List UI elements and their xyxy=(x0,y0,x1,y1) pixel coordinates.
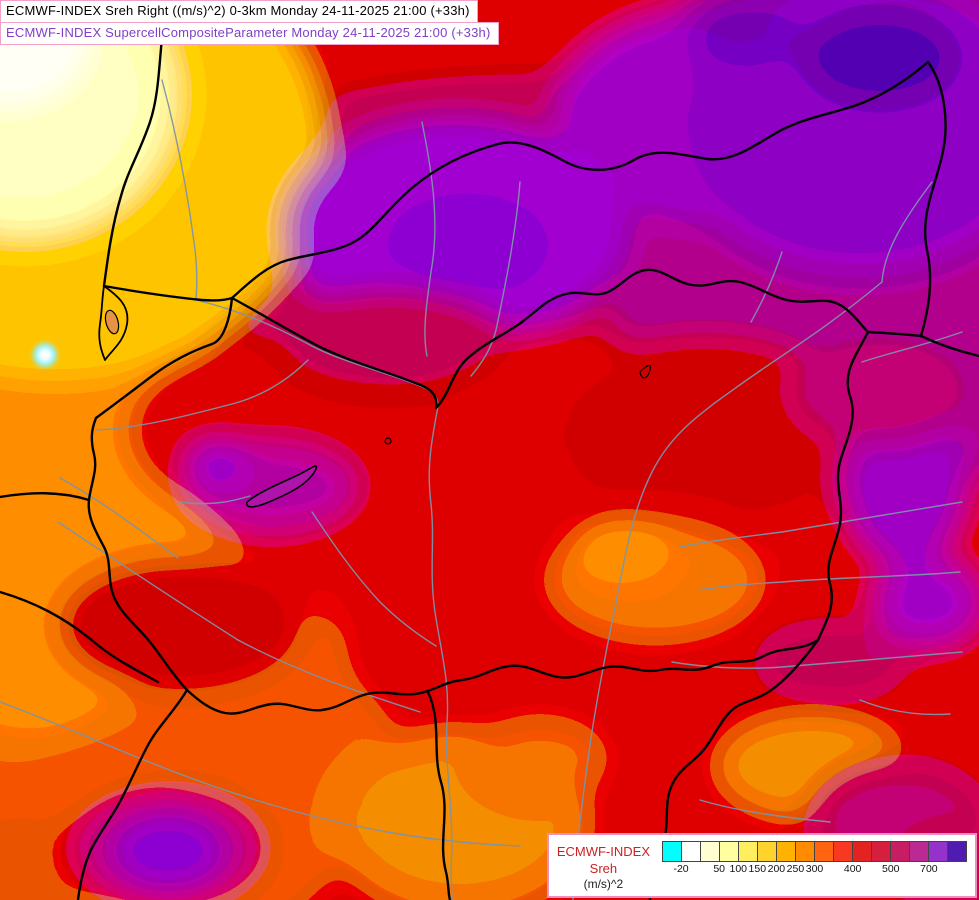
legend-color-cell xyxy=(852,840,872,862)
river-tisza xyxy=(572,281,883,900)
legend-tick-label: 150 xyxy=(748,862,767,875)
river-hron xyxy=(470,181,521,377)
river-maros xyxy=(671,651,963,669)
legend-tick-label: 200 xyxy=(767,862,786,875)
border-ukraine-hungary-link xyxy=(866,330,923,338)
river-drava xyxy=(57,521,421,713)
river-sava xyxy=(0,701,521,847)
title-bar-supercell: ECMWF-INDEX SupercellCompositeParameter … xyxy=(0,22,499,45)
legend-tick-label: 50 xyxy=(713,862,726,875)
title-bar-sreh: ECMWF-INDEX Sreh Right ((m/s)^2) 0-3km M… xyxy=(0,0,478,23)
river-zala xyxy=(179,495,251,505)
border-slovenia-croatia xyxy=(0,590,160,684)
river-mura xyxy=(59,477,179,559)
title-bar-sreh-text: ECMWF-INDEX Sreh Right ((m/s)^2) 0-3km M… xyxy=(6,3,470,18)
legend-text-block: ECMWF-INDEX Sreh (m/s)^2 xyxy=(557,841,650,893)
legend-color-cell xyxy=(814,840,834,862)
legend-color-cell xyxy=(833,840,853,862)
legend-tick-label: 400 xyxy=(843,862,862,875)
river-koros-north xyxy=(679,501,963,548)
river-morava xyxy=(161,79,198,301)
legend-color-cell xyxy=(947,840,967,862)
legend-color-cell xyxy=(681,840,701,862)
legend-tick-label: 250 xyxy=(786,862,805,875)
legend-color-cell xyxy=(757,840,777,862)
border-slovakia-poland-ukraine xyxy=(230,60,979,358)
legend-colorbar-wrap: -20 50 100 150 200 250 300 400 500 700 xyxy=(662,840,967,877)
legend-unit-label: (m/s)^2 xyxy=(583,877,624,892)
legend-color-cell xyxy=(871,840,891,862)
legend-color-cell xyxy=(700,840,720,862)
river-danube-south xyxy=(428,411,453,900)
legend-tick-label: 700 xyxy=(920,862,938,875)
legend-tick-label: 100 xyxy=(729,862,748,875)
legend-model-label: ECMWF-INDEX xyxy=(556,843,650,859)
legend-tick-label: 300 xyxy=(805,862,824,875)
river-upper-tisza xyxy=(881,181,933,283)
legend-tick-label: -20 xyxy=(673,862,689,875)
legend-panel: ECMWF-INDEX Sreh (m/s)^2 -20 50 100 150 200 2… xyxy=(546,832,977,898)
lake-velence xyxy=(384,437,392,445)
river-sio xyxy=(311,511,437,647)
legend-color-cell xyxy=(719,840,739,862)
river-vah xyxy=(421,121,436,357)
legend-colorbar xyxy=(662,840,967,862)
border-hungary xyxy=(87,268,870,715)
border-croatia-bosnia xyxy=(76,688,189,900)
legend-parameter-label: Sreh xyxy=(589,860,618,876)
river-koros-south xyxy=(699,571,961,591)
river-raba xyxy=(95,359,309,431)
river-somes-east xyxy=(859,699,951,716)
border-croatia-serbia xyxy=(426,690,452,900)
legend-color-cell xyxy=(795,840,815,862)
river-bodrog xyxy=(750,251,783,323)
legend-color-cell xyxy=(890,840,910,862)
legend-color-cell xyxy=(909,840,929,862)
border-austria-slovakia xyxy=(102,284,234,302)
legend-tick-labels: -20 50 100 150 200 250 300 400 500 700 xyxy=(662,863,967,877)
legend-color-cell xyxy=(928,840,948,862)
border-czech-austria-slovakia xyxy=(102,0,170,288)
river-bega xyxy=(699,799,831,823)
border-austria-slovenia xyxy=(0,492,91,502)
legend-color-cell xyxy=(662,840,682,862)
lake-tisza xyxy=(639,364,651,379)
legend-tick-label: 500 xyxy=(881,862,900,875)
river-szamos xyxy=(861,331,963,363)
local-minimum-spot xyxy=(33,343,57,367)
legend-color-cell xyxy=(776,840,796,862)
border-neusiedl-strip xyxy=(98,285,129,361)
lake-balaton xyxy=(246,465,318,508)
title-bar-supercell-text: ECMWF-INDEX SupercellCompositeParameter … xyxy=(6,25,491,40)
legend-color-cell xyxy=(738,840,758,862)
lake-neusiedl xyxy=(104,309,120,335)
